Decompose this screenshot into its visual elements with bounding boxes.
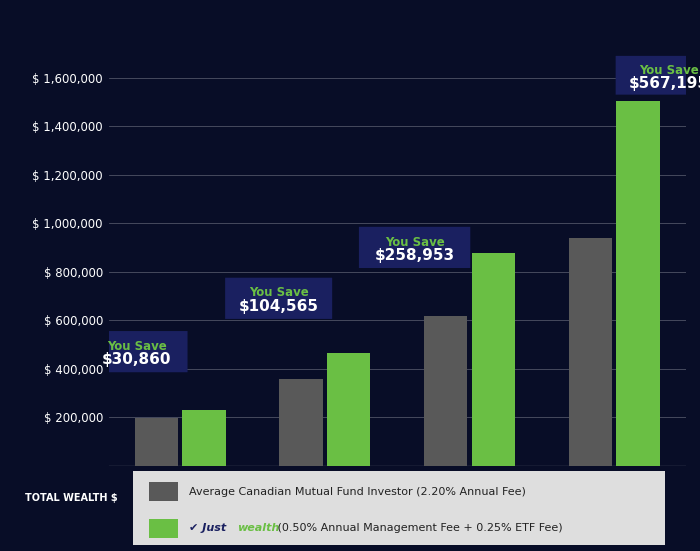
FancyBboxPatch shape bbox=[615, 56, 700, 95]
FancyBboxPatch shape bbox=[359, 227, 470, 268]
Text: $30,860: $30,860 bbox=[102, 353, 172, 368]
Text: (0.50% Annual Management Fee + 0.25% ETF Fee): (0.50% Annual Management Fee + 0.25% ETF… bbox=[274, 523, 563, 533]
Text: $104,565: $104,565 bbox=[239, 299, 318, 314]
FancyBboxPatch shape bbox=[149, 520, 178, 538]
FancyBboxPatch shape bbox=[86, 331, 188, 372]
Bar bbox=[134, 418, 178, 466]
FancyBboxPatch shape bbox=[122, 469, 676, 547]
Bar bbox=[472, 253, 515, 466]
Bar bbox=[617, 101, 659, 466]
Text: $258,953: $258,953 bbox=[374, 248, 455, 263]
FancyBboxPatch shape bbox=[149, 482, 178, 501]
Text: You Save: You Save bbox=[385, 235, 444, 249]
Text: You Save: You Save bbox=[639, 64, 699, 77]
Bar bbox=[327, 353, 370, 466]
Bar bbox=[424, 316, 468, 466]
Text: wealth: wealth bbox=[237, 523, 279, 533]
Bar bbox=[279, 379, 323, 466]
Text: Average Canadian Mutual Fund Investor (2.20% Annual Fee): Average Canadian Mutual Fund Investor (2… bbox=[189, 487, 526, 497]
Text: ✔ Just: ✔ Just bbox=[189, 523, 226, 533]
Text: TOTAL WEALTH $: TOTAL WEALTH $ bbox=[25, 493, 118, 503]
Bar bbox=[568, 238, 612, 466]
FancyBboxPatch shape bbox=[225, 278, 332, 319]
Text: You Save: You Save bbox=[107, 340, 167, 353]
Bar bbox=[183, 410, 226, 466]
Text: $567,195: $567,195 bbox=[629, 75, 700, 90]
Text: You Save: You Save bbox=[248, 287, 309, 299]
